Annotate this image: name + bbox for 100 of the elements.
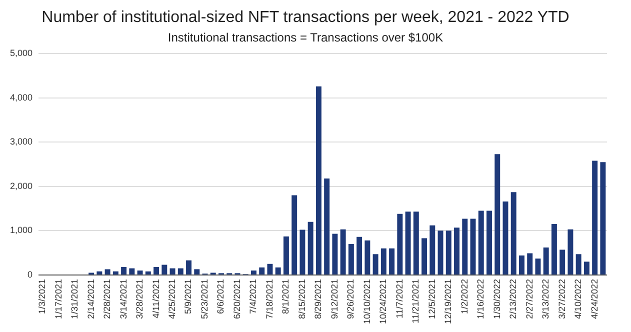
x-tick-label: 11/21/2021 — [410, 278, 421, 324]
x-tick-label: 5/9/2021 — [183, 278, 194, 314]
x-tick-label: 4/25/2021 — [167, 278, 178, 320]
bar — [275, 267, 281, 274]
bar — [560, 250, 566, 274]
bar — [584, 262, 590, 274]
x-tick-label: 3/14/2021 — [118, 278, 128, 320]
bar — [104, 269, 110, 274]
x-tick-label: 10/10/2021 — [362, 278, 372, 324]
chart-subtitle: Institutional transactions = Transactions over $100K — [168, 30, 444, 45]
x-tick-label: 4/10/2022 — [573, 278, 584, 320]
bar — [478, 210, 484, 274]
bar — [502, 201, 508, 274]
bar — [446, 230, 452, 274]
y-tick-label: 3,000 — [10, 136, 33, 147]
x-tick-label: 1/2/2022 — [459, 278, 470, 314]
bar — [162, 264, 168, 274]
bar — [592, 160, 598, 274]
bar — [186, 260, 192, 274]
bar — [194, 269, 200, 274]
bar — [380, 248, 386, 274]
x-tick-label: 4/24/2022 — [589, 278, 600, 320]
x-tick-label: 10/24/2021 — [378, 278, 388, 324]
bar — [250, 270, 256, 274]
x-tick-label: 1/16/2022 — [476, 278, 486, 320]
bar — [372, 254, 378, 274]
y-tick-label: 2,000 — [10, 180, 33, 191]
bar — [551, 224, 557, 274]
bar — [137, 270, 143, 274]
bar — [510, 192, 516, 274]
x-tick-label: 6/20/2021 — [232, 278, 242, 320]
bar — [356, 236, 362, 274]
bar — [413, 212, 419, 274]
bar — [389, 248, 395, 274]
x-tick-label: 1/31/2021 — [70, 278, 80, 320]
x-tick-label: 11/7/2021 — [394, 278, 404, 318]
bar — [494, 154, 500, 274]
bar — [535, 258, 541, 274]
x-tick-label: 6/6/2021 — [216, 278, 226, 314]
bar — [397, 214, 403, 274]
x-tick-label: 8/1/2021 — [280, 278, 291, 314]
bar — [462, 218, 468, 274]
bar — [178, 268, 184, 274]
x-tick-label: 9/12/2021 — [329, 278, 340, 320]
bar — [405, 212, 411, 274]
bar — [112, 271, 118, 274]
x-tick-label: 7/4/2021 — [248, 278, 258, 314]
y-tick-label: 0 — [28, 269, 33, 280]
bar — [300, 230, 306, 274]
bar — [364, 240, 370, 274]
bar — [486, 210, 492, 274]
x-tick-label: 2/13/2022 — [508, 278, 518, 320]
bar — [430, 225, 436, 274]
bar — [259, 267, 265, 274]
bar — [422, 238, 428, 274]
x-tick-label: 3/27/2022 — [556, 278, 567, 320]
bar — [332, 234, 338, 274]
x-tick-label: 5/23/2021 — [199, 278, 210, 320]
bar — [576, 254, 582, 274]
bar — [527, 253, 533, 274]
bar — [292, 195, 298, 274]
x-tick-label: 8/15/2021 — [296, 278, 307, 320]
y-tick-label: 1,000 — [10, 225, 33, 236]
x-tick-label: 9/26/2021 — [346, 278, 356, 320]
bar — [154, 266, 160, 274]
bar — [308, 222, 314, 274]
bar — [324, 178, 330, 274]
bar — [470, 218, 476, 274]
x-tick-label: 12/19/2021 — [443, 278, 454, 324]
y-tick-label: 5,000 — [10, 48, 33, 58]
bar — [568, 229, 574, 274]
y-tick-label: 4,000 — [10, 92, 33, 102]
bar — [267, 264, 273, 274]
bar — [96, 271, 102, 274]
x-tick-label: 3/13/2022 — [540, 278, 551, 320]
x-tick-label: 1/30/2022 — [492, 278, 502, 320]
bar — [438, 230, 444, 274]
x-tick-label: 4/11/2021 — [150, 278, 161, 318]
bar — [518, 255, 524, 274]
bar — [600, 162, 606, 274]
x-tick-label: 1/17/2021 — [53, 278, 64, 320]
bar — [340, 229, 346, 274]
x-tick-label: 2/14/2021 — [86, 278, 96, 320]
bar — [283, 236, 289, 274]
bar — [121, 266, 127, 274]
bar — [454, 228, 460, 274]
x-tick-label: 8/29/2021 — [313, 278, 324, 320]
x-tick-label: 2/27/2022 — [524, 278, 534, 320]
bar — [129, 268, 135, 274]
chart-title: Number of institutional-sized NFT transactions per week, 2021 - 2022 YTD — [42, 9, 570, 26]
x-tick-label: 3/28/2021 — [134, 278, 145, 320]
x-tick-label: 12/5/2021 — [426, 278, 437, 320]
bar — [145, 271, 151, 274]
bar — [348, 244, 354, 274]
bar — [543, 248, 549, 274]
x-tick-label: 1/3/2021 — [37, 278, 48, 314]
bar — [316, 86, 322, 274]
x-tick-label: 7/18/2021 — [264, 278, 274, 320]
bar — [170, 268, 176, 274]
x-tick-label: 2/28/2021 — [102, 278, 112, 320]
